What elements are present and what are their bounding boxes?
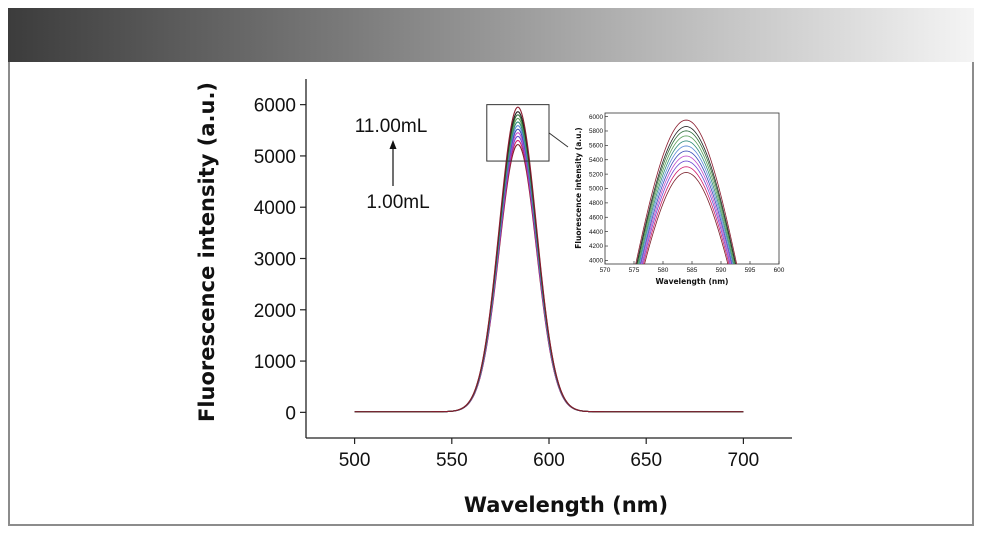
inset-x-tick-label: 585 xyxy=(687,267,698,274)
main-series-group xyxy=(354,106,744,413)
inset-x-axis-label: Wavelength (nm) xyxy=(656,277,729,286)
inset-series-6 xyxy=(639,145,734,264)
inset-frame xyxy=(604,112,780,265)
main-series-4 xyxy=(354,132,744,413)
inset-x-ticks: 570 575 580 585 590 595 600 xyxy=(600,261,785,274)
inset-series-11 xyxy=(635,119,738,264)
main-series-7 xyxy=(354,121,744,413)
inset-series-9 xyxy=(636,130,736,264)
zoom-connector-line xyxy=(548,132,569,148)
main-series-11 xyxy=(354,106,744,413)
inset-series-4 xyxy=(641,155,732,264)
main-y-tick-label: 2000 xyxy=(254,301,296,322)
main-x-tick-label: 550 xyxy=(436,450,468,471)
main-y-ticks: 0 1000 2000 3000 4000 5000 6000 xyxy=(254,96,306,424)
main-y-tick-label: 0 xyxy=(285,403,296,424)
annotation-top-label: 11.00mL xyxy=(355,116,428,137)
main-x-tick-label: 500 xyxy=(339,450,371,471)
main-x-ticks: 500 550 600 650 700 xyxy=(339,438,760,471)
inset-y-tick-label: 5600 xyxy=(589,143,604,150)
inset-y-tick-label: 5000 xyxy=(589,186,604,193)
inset-y-tick-label: 4000 xyxy=(589,258,604,265)
inset-series-10 xyxy=(636,126,737,264)
main-x-tick-label: 600 xyxy=(533,450,565,471)
inset-y-tick-label: 5800 xyxy=(589,128,604,135)
inset-y-tick-label: 4800 xyxy=(589,200,604,207)
inset-series-2 xyxy=(643,166,730,264)
inset-y-tick-label: 6000 xyxy=(589,114,604,121)
inset-y-tick-label: 4600 xyxy=(589,214,604,221)
inset-series-7 xyxy=(638,140,734,264)
inset-x-tick-label: 580 xyxy=(658,267,669,274)
main-y-tick-label: 6000 xyxy=(254,96,296,117)
inset-y-ticks: 4000 4200 4400 4600 4800 5000 5200 5400 5600 5800… xyxy=(589,114,608,265)
main-y-tick-label: 3000 xyxy=(254,250,296,271)
inset-series-8 xyxy=(637,135,735,264)
inset-x-tick-label: 570 xyxy=(600,267,611,274)
main-y-axis-label: Fluorescence intensity (a.u.) xyxy=(195,82,219,422)
inset-border xyxy=(604,112,780,265)
annotation-arrow-head xyxy=(389,140,397,149)
annotation-bottom-label: 1.00mL xyxy=(366,192,429,213)
inset-series-5 xyxy=(640,150,733,264)
inset-series-1 xyxy=(644,172,729,264)
main-series-3 xyxy=(354,135,744,413)
inset-y-axis-label: Fluorescence intensity (a.u.) xyxy=(574,127,583,248)
main-x-tick-label: 700 xyxy=(728,450,760,471)
main-y-tick-label: 1000 xyxy=(254,352,296,373)
inset-y-tick-label: 5200 xyxy=(589,171,604,178)
main-x-tick-label: 650 xyxy=(630,450,662,471)
main-y-tick-label: 5000 xyxy=(254,147,296,168)
inset-x-tick-label: 590 xyxy=(716,267,727,274)
figure-frame xyxy=(8,62,974,526)
inset-y-tick-label: 4200 xyxy=(589,243,604,250)
main-series-6 xyxy=(354,124,744,413)
main-series-8 xyxy=(354,117,744,413)
main-series-5 xyxy=(354,128,744,413)
header-gradient-bar xyxy=(8,8,974,62)
inset-y-tick-label: 5400 xyxy=(589,157,604,164)
inset-series-group xyxy=(635,119,738,264)
inset-series-3 xyxy=(641,160,731,264)
inset-y-tick-label: 4400 xyxy=(589,229,604,236)
inset-x-tick-label: 600 xyxy=(774,267,785,274)
inset-x-tick-label: 595 xyxy=(745,267,756,274)
main-x-axis-label: Wavelength (nm) xyxy=(464,493,668,517)
inset-x-tick-label: 575 xyxy=(629,267,640,274)
main-y-tick-label: 4000 xyxy=(254,198,296,219)
